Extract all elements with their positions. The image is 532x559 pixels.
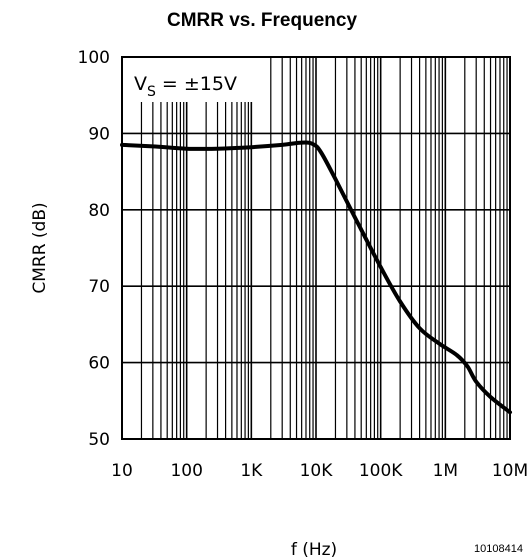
- y-tick-label: 80: [88, 201, 110, 221]
- x-tick-label: 1M: [433, 461, 458, 481]
- series-layer: [120, 140, 512, 415]
- y-tick-label: 60: [88, 354, 110, 374]
- y-tick-label: 70: [88, 277, 110, 297]
- plot-frame: [121, 56, 511, 440]
- x-tick-label: 100K: [359, 461, 403, 481]
- x-tick-label: 10M: [492, 461, 528, 481]
- y-tick-label: 100: [78, 48, 110, 68]
- supply-voltage-annotation: VS = ±15V: [123, 58, 261, 102]
- y-tick-label: 50: [88, 430, 110, 450]
- x-axis-label: f (Hz): [291, 540, 337, 559]
- annotation-background: [123, 58, 261, 102]
- annotation-text: VS = ±15V: [134, 73, 237, 100]
- x-tick-label: 10K: [300, 461, 334, 481]
- grid: [121, 56, 511, 440]
- cmrr-curve: [120, 140, 512, 415]
- tick-labels: 10 100 1K 10K 100K 1M 10M 50 60 70 80 90 100: [78, 48, 529, 481]
- x-tick-label: 1K: [240, 461, 263, 481]
- y-axis-label: CMRR (dB): [30, 202, 50, 293]
- y-tick-label: 90: [88, 124, 110, 144]
- x-tick-label: 10: [111, 461, 133, 481]
- figure-id: 10108414: [474, 543, 523, 555]
- chart-title: CMRR vs. Frequency: [167, 10, 357, 31]
- x-tick-label: 100: [170, 461, 202, 481]
